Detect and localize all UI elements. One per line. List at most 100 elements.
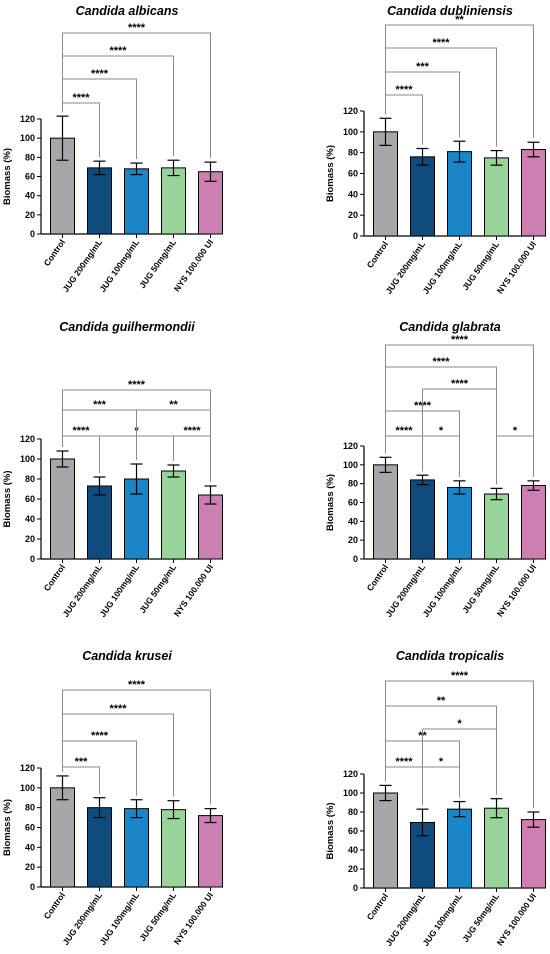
bar bbox=[373, 131, 398, 237]
y-tick-label: 100 bbox=[343, 127, 358, 137]
x-tick-label: JUG 50mg/mL bbox=[137, 237, 178, 290]
bar bbox=[87, 167, 112, 235]
bar bbox=[50, 787, 75, 888]
y-tick-label: 80 bbox=[348, 148, 358, 158]
y-tick-label: 40 bbox=[25, 514, 35, 524]
significance-label: **** bbox=[109, 45, 127, 57]
significance-label: **** bbox=[432, 37, 450, 49]
significance-label: * bbox=[439, 756, 444, 768]
y-axis-title: Biomass (%) bbox=[325, 145, 336, 202]
x-tick-label: JUG 100mg/mL bbox=[420, 239, 464, 295]
significance-label: **** bbox=[395, 84, 413, 96]
chart-panel-4: Candida glabrata 0 20 40 60 80 100 120 Biomass (… bbox=[325, 320, 546, 619]
chart-title: Candida dubliniensis bbox=[387, 4, 513, 18]
significance-label: * bbox=[457, 718, 462, 730]
y-tick-label: 100 bbox=[20, 783, 35, 793]
significance-label: **** bbox=[451, 378, 469, 390]
y-tick-label: 20 bbox=[348, 864, 358, 874]
x-tick-label: JUG 50mg/mL bbox=[137, 562, 178, 615]
significance-bracket bbox=[385, 47, 497, 147]
bar bbox=[447, 151, 472, 237]
x-tick-label: Control bbox=[42, 890, 68, 920]
significance-bracket bbox=[385, 705, 497, 795]
x-tick-label: JUG 100mg/mL bbox=[97, 890, 141, 946]
y-tick-label: 120 bbox=[20, 763, 35, 773]
y-tick-label: 120 bbox=[343, 441, 358, 451]
x-tick-label: JUG 50mg/mL bbox=[137, 890, 178, 943]
y-tick-label: 20 bbox=[348, 210, 358, 220]
x-tick-label: Control bbox=[42, 562, 68, 592]
y-tick-label: 120 bbox=[343, 106, 358, 116]
y-tick-label: 20 bbox=[25, 862, 35, 872]
x-tick-label: Control bbox=[42, 237, 68, 267]
significance-label: *** bbox=[93, 399, 107, 411]
x-tick-label: JUG 200mg/mL bbox=[383, 891, 427, 947]
x-tick-label: NYS 100.000 UI bbox=[172, 562, 215, 618]
x-tick-label: JUG 100mg/mL bbox=[97, 562, 141, 618]
x-tick-label: JUG 200mg/mL bbox=[60, 237, 104, 293]
significance-label: **** bbox=[91, 730, 109, 742]
x-tick-label: NYS 100.000 UI bbox=[495, 239, 538, 295]
y-tick-label: 0 bbox=[30, 882, 35, 892]
significance-bracket bbox=[496, 435, 534, 485]
y-tick-label: 0 bbox=[30, 229, 35, 239]
significance-bracket bbox=[385, 344, 534, 477]
significance-bracket bbox=[385, 680, 534, 808]
y-axis-title: Biomass (%) bbox=[325, 802, 336, 859]
significance-bracket bbox=[62, 32, 211, 159]
y-tick-label: 80 bbox=[348, 479, 358, 489]
x-tick-label: JUG 50mg/mL bbox=[460, 891, 501, 944]
y-tick-label: 60 bbox=[25, 823, 35, 833]
bar bbox=[50, 458, 75, 560]
significance-label: **** bbox=[183, 425, 201, 437]
significance-label: **** bbox=[128, 679, 146, 691]
y-axis-title: Biomass (%) bbox=[325, 474, 336, 531]
bar bbox=[484, 157, 509, 237]
significance-label: **** bbox=[451, 670, 469, 682]
significance-label: ** bbox=[437, 695, 446, 707]
significance-label: *** bbox=[75, 756, 89, 768]
bar bbox=[410, 156, 435, 237]
bar bbox=[87, 485, 112, 560]
bar bbox=[447, 486, 472, 560]
y-tick-label: 60 bbox=[348, 498, 358, 508]
x-tick-label: NYS 100.000 UI bbox=[172, 890, 215, 946]
significance-label: **** bbox=[432, 356, 450, 368]
y-tick-label: 0 bbox=[353, 883, 358, 893]
bar bbox=[484, 493, 509, 560]
x-tick-label: JUG 200mg/mL bbox=[60, 890, 104, 946]
x-tick-label: Control bbox=[365, 239, 391, 269]
x-tick-label: JUG 200mg/mL bbox=[383, 239, 427, 295]
bar bbox=[521, 149, 546, 237]
y-tick-label: 100 bbox=[343, 788, 358, 798]
y-tick-label: 80 bbox=[25, 474, 35, 484]
y-axis-title: Biomass (%) bbox=[2, 799, 13, 856]
bar bbox=[484, 807, 509, 889]
significance-label: * bbox=[513, 425, 518, 437]
y-tick-label: 100 bbox=[343, 460, 358, 470]
significance-label: **** bbox=[395, 425, 413, 437]
x-tick-label: NYS 100.000 UI bbox=[495, 891, 538, 947]
y-tick-label: 40 bbox=[25, 191, 35, 201]
significance-label: ** bbox=[455, 14, 464, 26]
x-tick-label: JUG 100mg/mL bbox=[420, 891, 464, 947]
bar bbox=[87, 807, 112, 888]
significance-label: **** bbox=[91, 68, 109, 80]
bar bbox=[521, 819, 546, 889]
y-tick-label: 120 bbox=[20, 434, 35, 444]
chart-title: Candida tropicalis bbox=[396, 649, 504, 663]
bar bbox=[410, 479, 435, 560]
y-tick-label: 80 bbox=[25, 152, 35, 162]
x-tick-label: JUG 50mg/mL bbox=[460, 239, 501, 292]
x-tick-label: JUG 100mg/mL bbox=[97, 237, 141, 293]
chart-panel-1: Candida albicans 0 20 40 60 80 100 120 Biomass (… bbox=[2, 4, 223, 294]
y-tick-label: 20 bbox=[25, 210, 35, 220]
bar bbox=[161, 167, 186, 235]
significance-label: **** bbox=[451, 334, 469, 346]
y-axis-title: Biomass (%) bbox=[2, 470, 13, 527]
chart-panel-6: Candida tropicalis 0 20 40 60 80 100 120 Biomass… bbox=[325, 649, 546, 948]
bar bbox=[521, 485, 546, 560]
x-tick-label: JUG 200mg/mL bbox=[383, 562, 427, 618]
y-axis-title: Biomass (%) bbox=[2, 148, 13, 205]
significance-label: **** bbox=[395, 756, 413, 768]
